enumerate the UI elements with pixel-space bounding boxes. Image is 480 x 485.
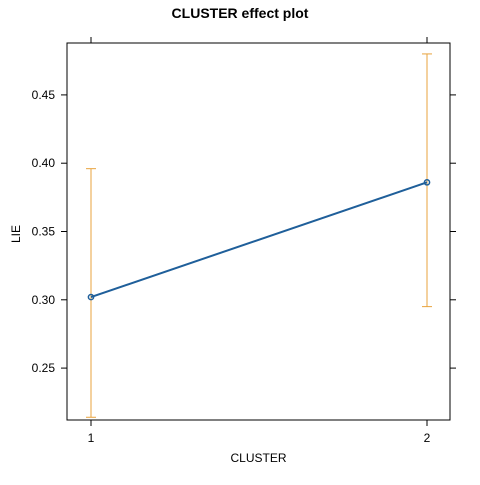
data-point-1 — [87, 293, 95, 301]
x-tick-label: 2 — [424, 431, 431, 445]
plot-frame — [66, 42, 451, 421]
error-bars — [86, 53, 432, 418]
x-axis-title: CLUSTER — [230, 451, 286, 465]
y-tick-label: 0.25 — [32, 361, 56, 375]
y-tick-label: 0.40 — [32, 156, 56, 170]
data-point-2 — [423, 178, 431, 186]
chart-title: CLUSTER effect plot — [172, 5, 309, 21]
y-tick-label: 0.30 — [32, 293, 56, 307]
y-tick-label: 0.45 — [32, 88, 56, 102]
x-tick-label: 1 — [88, 431, 95, 445]
y-axis-title: LIE — [9, 225, 23, 243]
effect-line — [90, 181, 428, 299]
y-axis-ticks: 0.25 0.30 0.35 0.40 0.45 — [32, 88, 456, 375]
y-tick-label: 0.35 — [32, 225, 56, 239]
series-layer — [87, 178, 431, 301]
